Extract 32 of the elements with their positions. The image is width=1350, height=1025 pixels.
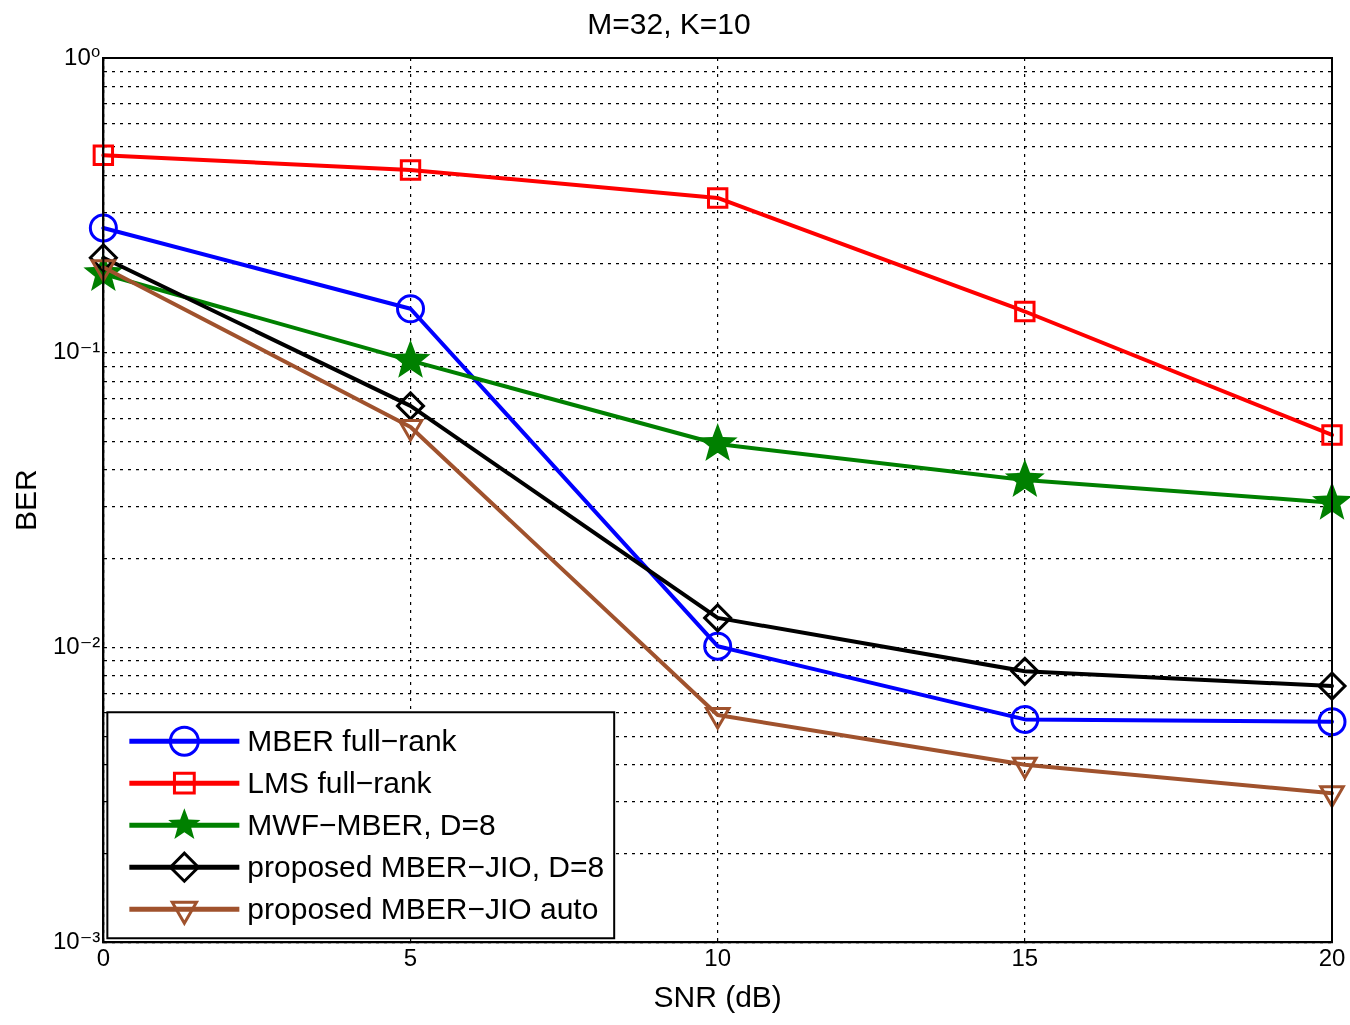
point (1010, 656, 1040, 686)
x-tick-label: 0 (96, 944, 111, 972)
x-tick-label: 15 (1011, 944, 1039, 972)
legend-label: LMS full−rank (247, 766, 433, 800)
point (1004, 459, 1045, 497)
point (1317, 707, 1347, 737)
legend-label: proposed MBER−JIO, D=8 (247, 850, 605, 884)
legend-label: proposed MBER−JIO auto (247, 892, 599, 926)
y-axis-title: BER (9, 469, 43, 531)
y-tick-label: 10⁻¹ (53, 337, 101, 365)
point (1014, 300, 1036, 323)
point (697, 423, 738, 462)
x-axis-title: SNR (dB) (653, 980, 782, 1014)
point (396, 294, 426, 324)
x-tick-label: 10 (704, 944, 732, 972)
point (396, 391, 426, 421)
x-tick-label: 5 (403, 944, 418, 972)
point (706, 187, 729, 209)
point (703, 631, 733, 661)
chart-title: M=32, K=10 (587, 7, 751, 41)
y-tick-label: 10⁰ (64, 42, 101, 70)
point (88, 213, 118, 243)
point (399, 159, 422, 181)
point (92, 144, 115, 166)
legend-label: MWF−MBER, D=8 (247, 808, 496, 842)
point (1010, 704, 1040, 734)
y-tick-label: 10⁻² (53, 632, 101, 660)
point (1321, 424, 1343, 446)
point (703, 603, 733, 633)
point (1317, 671, 1347, 701)
x-tick-label: 20 (1318, 944, 1346, 972)
legend-label: MBER full−rank (247, 724, 458, 758)
